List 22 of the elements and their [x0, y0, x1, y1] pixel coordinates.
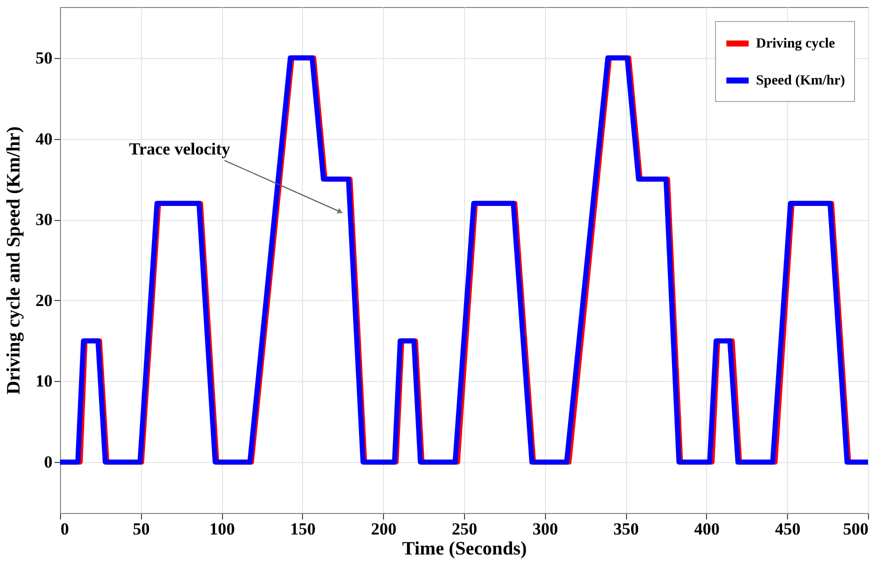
y-tick-label: 0: [44, 452, 52, 472]
y-axis-title: Driving cycle and Speed (Km/hr): [4, 126, 24, 395]
legend-label: Speed (Km/hr): [756, 74, 846, 88]
x-tick-label: 100: [209, 520, 235, 538]
x-tick-label: 150: [290, 520, 316, 538]
x-axis-title: Time (Seconds): [402, 538, 527, 560]
x-tick-label: 0: [60, 520, 69, 538]
x-tick-label: 250: [452, 520, 478, 538]
annotation: Trace velocity: [128, 140, 231, 158]
x-tick-label: 400: [694, 520, 720, 538]
x-tick-label: 350: [613, 520, 639, 538]
x-tick-label: 500: [843, 520, 868, 538]
legend-label: Driving cycle: [756, 36, 835, 52]
x-tick-label: 200: [370, 520, 396, 538]
y-tick-label: 50: [36, 48, 52, 68]
x-tick-label: 50: [132, 520, 150, 538]
y-tick-label: 30: [36, 210, 52, 230]
x-tick-label: 300: [532, 520, 558, 538]
y-tick-label: 20: [36, 290, 52, 310]
y-tick-label: 10: [36, 372, 52, 391]
x-tick-label: 450: [774, 520, 800, 538]
y-tick-label: 40: [36, 129, 52, 148]
